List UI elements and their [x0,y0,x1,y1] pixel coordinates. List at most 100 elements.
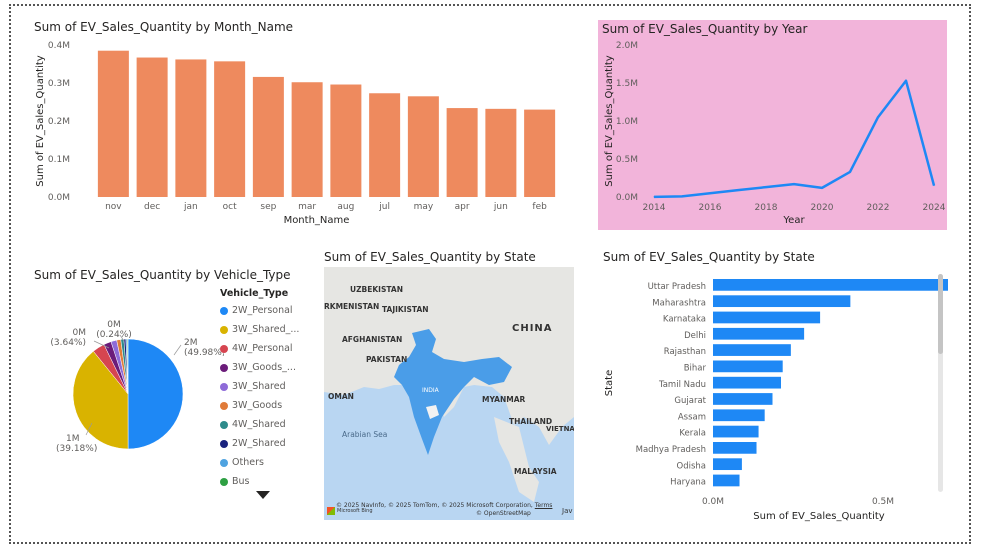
state-bar [713,409,765,422]
legend-dot-icon [220,477,228,486]
month-x-label: Month_Name [284,215,350,226]
legend-label: 3W_Goods [232,400,283,411]
legend-item[interactable]: 3W_Shared_... [220,324,299,335]
state-x-label: Sum of EV_Sales_Quantity [753,511,884,522]
month-y-label: Sum of EV_Sales_Quantity [35,55,46,186]
map-label-oman: OMAN [328,392,354,401]
year-y-tick: 0.0M [616,193,638,203]
legend-dot-icon [220,458,228,467]
pie-data-label-value: 0M [73,328,87,338]
month-y-tick: 0.1M [48,155,70,165]
month-x-tick: dec [144,202,160,212]
state-chart-scrollbar[interactable] [938,274,943,492]
month-x-tick: apr [455,202,470,212]
month-bar [97,50,129,198]
state-map[interactable]: UZBEKISTAN RKMENISTAN TAJIKISTAN AFGHANI… [324,267,574,520]
legend-item[interactable]: 3W_Goods [220,400,282,411]
legend-label: 3W_Goods_... [232,362,296,373]
year-y-tick: 1.0M [616,117,638,127]
state-bar [713,425,759,438]
legend-item[interactable]: Others [220,457,264,468]
legend-item[interactable]: 3W_Goods_... [220,362,296,373]
map-graphic [324,267,574,502]
pie-slice [126,338,129,395]
month-x-tick: jul [378,202,390,212]
year-point [905,80,907,82]
india-shape [394,329,512,455]
legend-dot-icon [220,439,228,448]
year-point [821,187,823,189]
year-chart-plot: 0.0M 0.5M 1.0M 1.5M 2.0M 2014 2016 2018 2020 2022… [604,41,946,226]
state-chart-scroll-thumb[interactable] [938,274,943,354]
vehicle-chart[interactable]: Sum of EV_Sales_Quantity by Vehicle_Type… [34,268,304,513]
legend-dot-icon [220,306,228,315]
state-chart[interactable]: Sum of EV_Sales_Quantity by State Uttar … [603,250,948,525]
legend-dot-icon [220,363,228,372]
state-bar [713,376,781,389]
year-x-tick: 2016 [699,203,722,213]
state-y-tick: Rajasthan [664,347,706,357]
legend-item[interactable]: 3W_Shared [220,381,286,392]
year-point [933,185,935,187]
state-x-tick: 0.0M [702,497,724,507]
map-label-afghanistan: AFGHANISTAN [342,335,403,344]
state-bar [713,393,773,405]
land-mass [324,267,574,445]
state-y-tick: Gujarat [674,396,706,406]
legend-scroll-down-icon[interactable] [256,491,270,500]
month-bar [485,108,517,197]
state-y-tick: Tamil Nadu [658,380,706,390]
map-label-vietnam: VIETNA [546,425,574,433]
month-chart[interactable]: Sum of EV_Sales_Quantity by Month_Name 0… [34,20,574,230]
year-y-tick: 1.5M [616,79,638,89]
legend-item[interactable]: 2W_Personal [220,305,293,316]
vehicle-chart-title: Sum of EV_Sales_Quantity by Vehicle_Type [34,268,291,282]
year-y-tick: 0.5M [616,155,638,165]
map-label-uzbekistan: UZBEKISTAN [350,285,403,294]
pie-data-label-pct: (49.98%) [184,348,224,358]
map-osm[interactable]: © OpenStreetMap [476,510,531,517]
state-y-label: State [604,370,615,396]
legend-item[interactable]: 4W_Personal [220,343,293,354]
pie-slice [72,350,129,450]
bing-text: Microsoft Bing [337,508,373,514]
report-canvas [9,4,971,544]
state-bar [713,344,791,356]
month-bar [252,76,284,197]
map-label-thailand: THAILAND [509,417,553,426]
year-x-tick: 2022 [867,203,890,213]
legend-dot-icon [220,325,228,334]
map-label-arabian-sea: Arabian Sea [342,430,388,439]
state-bar [713,474,740,487]
year-y-label: Sum of EV_Sales_Quantity [604,55,615,186]
month-x-tick: may [414,202,434,212]
pie-leader-line [119,334,125,342]
legend-item[interactable]: 4W_Shared [220,419,286,430]
year-chart[interactable]: Sum of EV_Sales_Quantity by Year 0.0M 0.5… [598,20,947,230]
month-bar [369,93,401,197]
pie-data-label-value: 0M [107,320,121,330]
year-point [765,186,767,188]
state-y-tick: Uttar Pradesh [648,282,706,292]
month-bar [175,59,207,197]
month-x-tick: sep [260,202,276,212]
year-y-tick: 2.0M [616,41,638,51]
legend-label: 4W_Shared [232,419,286,430]
month-x-tick: nov [105,202,122,212]
map-label-india: INDIA [422,387,439,394]
land-mass-east [494,417,539,502]
pie-data-label-pct: (39.18%) [56,444,97,454]
state-y-tick: Kerala [679,429,706,439]
year-chart-title: Sum of EV_Sales_Quantity by Year [602,22,808,36]
legend-label: Bus [232,476,250,487]
legend-item[interactable]: 2W_Shared [220,438,286,449]
month-bar [214,61,246,198]
state-bar [713,279,948,291]
year-x-tick: 2014 [643,203,666,213]
year-x-label: Year [782,215,805,226]
legend-label: 3W_Shared [232,381,286,392]
map-terms-link[interactable]: Terms [534,502,553,509]
state-y-tick: Karnataka [663,315,706,325]
bing-logo: Microsoft Bing [327,507,373,515]
legend-item[interactable]: Bus [220,476,250,487]
